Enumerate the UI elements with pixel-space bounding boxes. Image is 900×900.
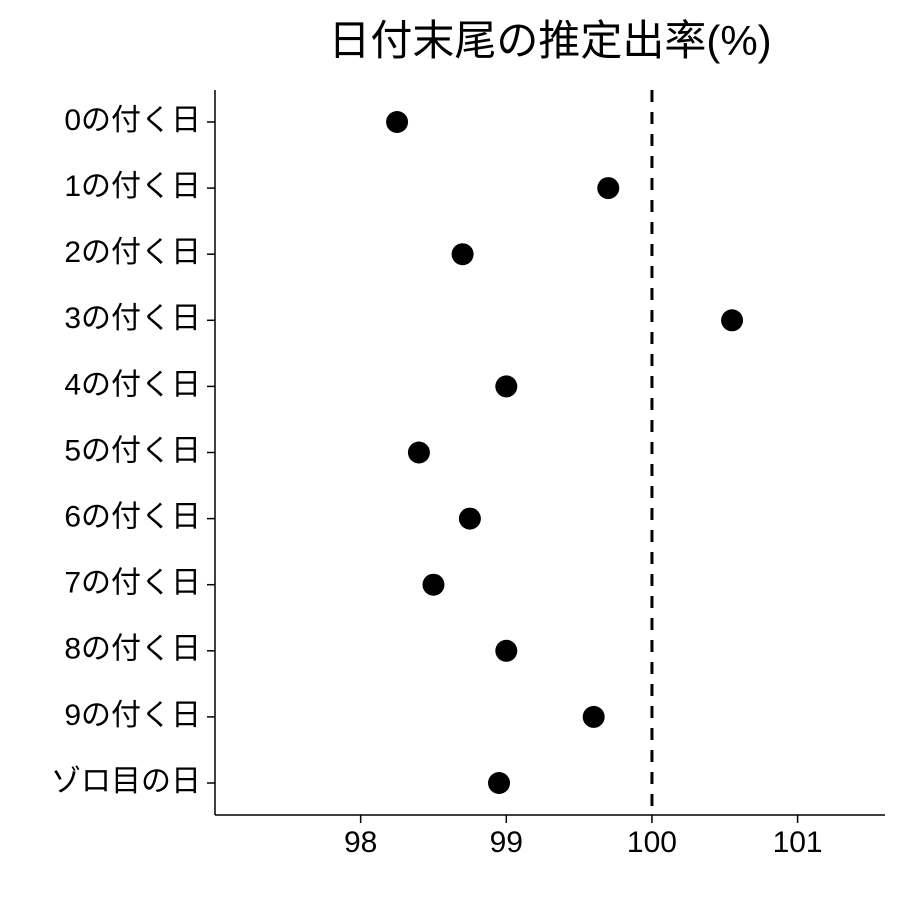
y-tick-label: 8の付く日 (64, 633, 201, 666)
data-point (495, 640, 517, 662)
x-tick-group: 98 99 100 101 (344, 815, 823, 859)
data-point (495, 375, 517, 397)
data-point (422, 574, 444, 596)
data-point (488, 772, 510, 794)
dot-group (386, 111, 743, 794)
y-tick-label: 1の付く日 (64, 170, 201, 203)
y-tick-label: 6の付く日 (64, 501, 201, 534)
data-point (459, 508, 481, 530)
y-tick-group: 0の付く日 1の付く日 2の付く日 3の付く日 4の付く日 5の付く日 6の付く日 7の付く日… (51, 104, 215, 798)
x-tick-label: 100 (627, 826, 677, 859)
y-tick-label: 4の付く日 (64, 368, 201, 401)
chart-title: 日付末尾の推定出率(%) (328, 17, 771, 64)
x-tick-label: 101 (773, 826, 823, 859)
y-tick-label: ゾロ目の日 (51, 765, 201, 798)
y-tick-label: 2の付く日 (64, 236, 201, 269)
data-point (597, 177, 619, 199)
x-tick-label: 99 (490, 826, 523, 859)
y-tick-label: 9の付く日 (64, 699, 201, 732)
dot-chart: 日付末尾の推定出率(%) 98 99 100 101 0の付く日 1の付く日 2の付く日 3… (0, 0, 900, 900)
data-point (452, 243, 474, 265)
y-tick-label: 3の付く日 (64, 302, 201, 335)
data-point (721, 309, 743, 331)
y-tick-label: 7の付く日 (64, 567, 201, 600)
y-tick-label: 0の付く日 (64, 104, 201, 137)
data-point (583, 706, 605, 728)
data-point (386, 111, 408, 133)
data-point (408, 442, 430, 464)
y-tick-label: 5の付く日 (64, 434, 201, 467)
x-tick-label: 98 (344, 826, 377, 859)
